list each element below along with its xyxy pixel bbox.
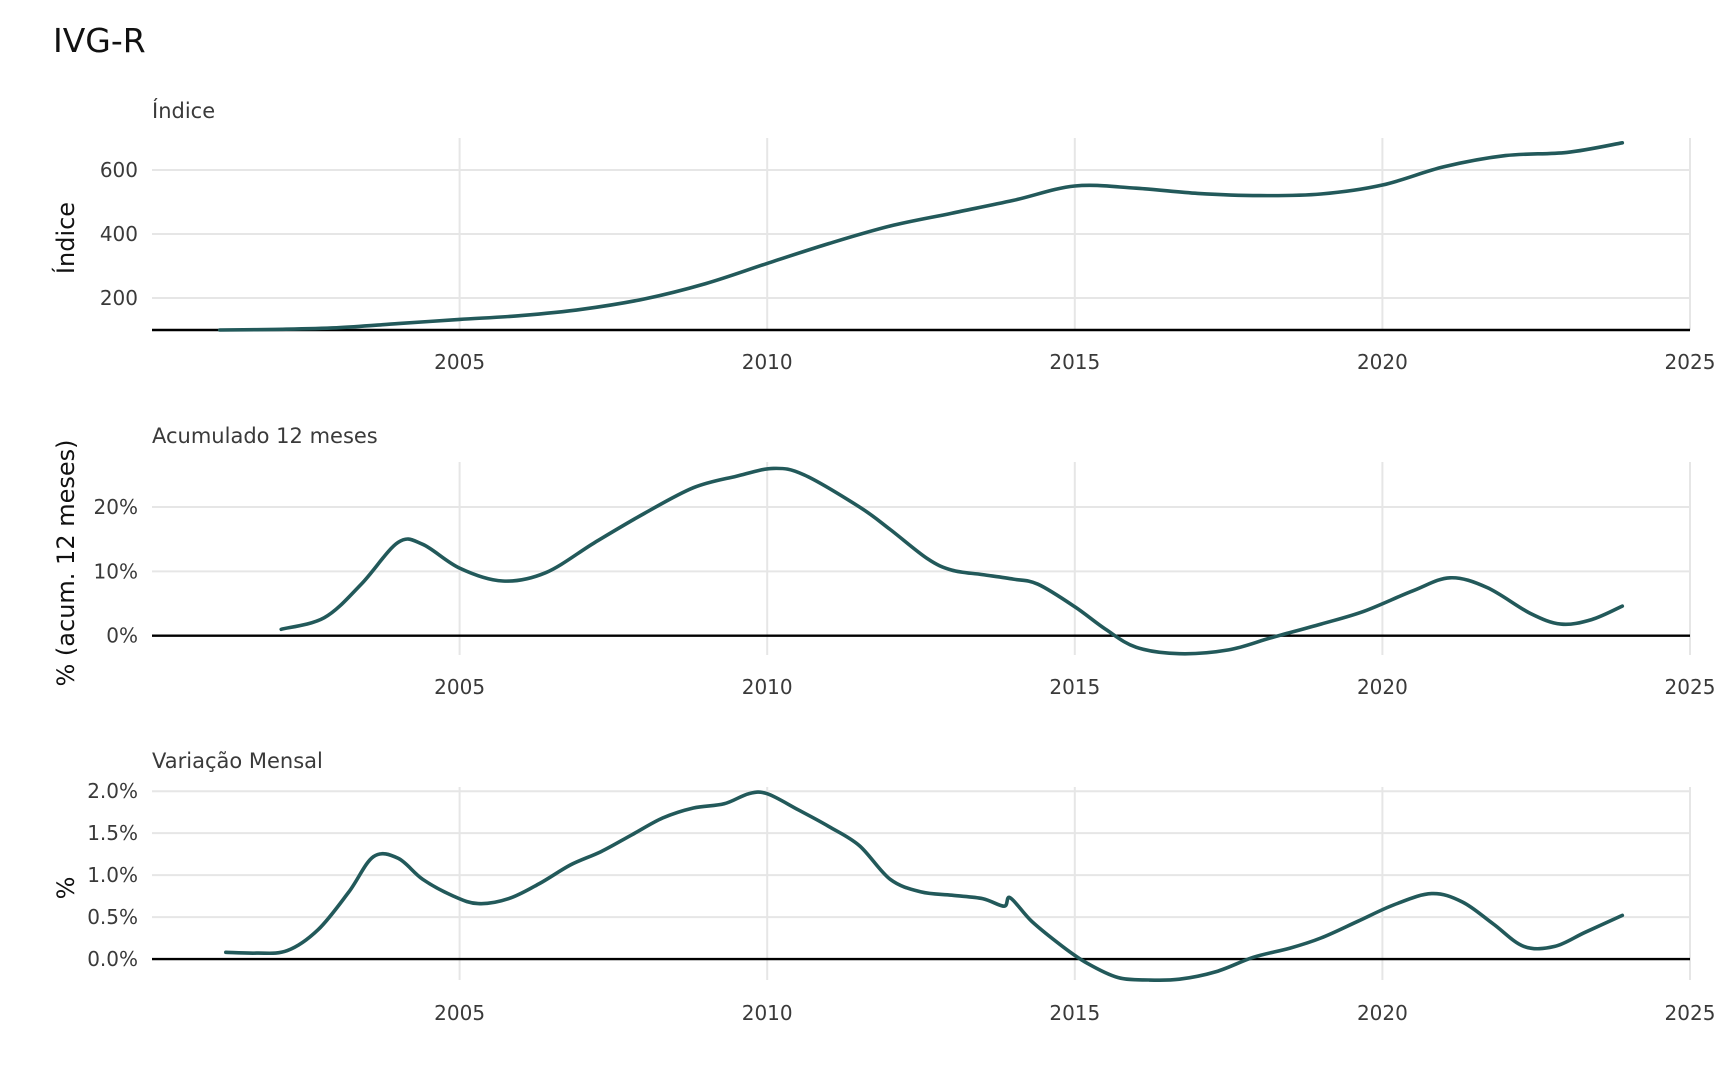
series-line: [224, 790, 1625, 983]
y-axis-label: %: [52, 877, 80, 900]
x-tick-label: 2005: [434, 1001, 485, 1025]
y-axis-label: % (acum. 12 meses): [52, 440, 80, 687]
y-tick-label: 2.0%: [87, 779, 138, 803]
x-tick-label: 2020: [1357, 1001, 1408, 1025]
x-tick-label: 2015: [1049, 675, 1100, 699]
series-line: [279, 466, 1625, 656]
y-tick-label: 200: [100, 286, 138, 310]
x-tick-label: 2025: [1665, 350, 1716, 374]
y-tick-label: 0.0%: [87, 947, 138, 971]
x-tick-label: 2010: [742, 350, 793, 374]
x-tick-label: 2025: [1665, 675, 1716, 699]
x-tick-label: 2010: [742, 675, 793, 699]
y-tick-label: 1.5%: [87, 821, 138, 845]
panel-3: 0.0% 0.5% 1.0% 1.5% 2.0% 2005 2010 2015 2020 2025…: [52, 749, 1715, 1025]
x-tick-label: 2020: [1357, 350, 1408, 374]
y-tick-label: 0.5%: [87, 905, 138, 929]
x-tick-label: 2010: [742, 1001, 793, 1025]
figure-title: IVG-R: [53, 21, 146, 60]
y-tick-label: 10%: [94, 559, 138, 583]
y-tick-label: 0%: [106, 624, 138, 648]
y-axis-label: Índice: [51, 202, 80, 274]
x-tick-label: 2025: [1665, 1001, 1716, 1025]
x-tick-label: 2005: [434, 675, 485, 699]
x-tick-label: 2015: [1049, 1001, 1100, 1025]
x-tick-label: 2005: [434, 350, 485, 374]
x-tick-label: 2015: [1049, 350, 1100, 374]
series-line: [217, 141, 1625, 332]
x-tick-label: 2020: [1357, 675, 1408, 699]
panel-subtitle: Variação Mensal: [152, 749, 323, 773]
panel-2: 0% 10% 20% 2005 2010 2015 2020 2025 Acumulado 12…: [52, 424, 1715, 699]
y-tick-label: 1.0%: [87, 863, 138, 887]
panel-subtitle: Acumulado 12 meses: [152, 424, 378, 448]
y-tick-label: 20%: [94, 495, 138, 519]
y-tick-label: 400: [100, 222, 138, 246]
panel-subtitle: Índice: [152, 98, 215, 123]
panel-1: 200 400 600 2005 2010 2015 2020 2025 Índice Índic…: [51, 98, 1715, 374]
y-tick-label: 600: [100, 158, 138, 182]
